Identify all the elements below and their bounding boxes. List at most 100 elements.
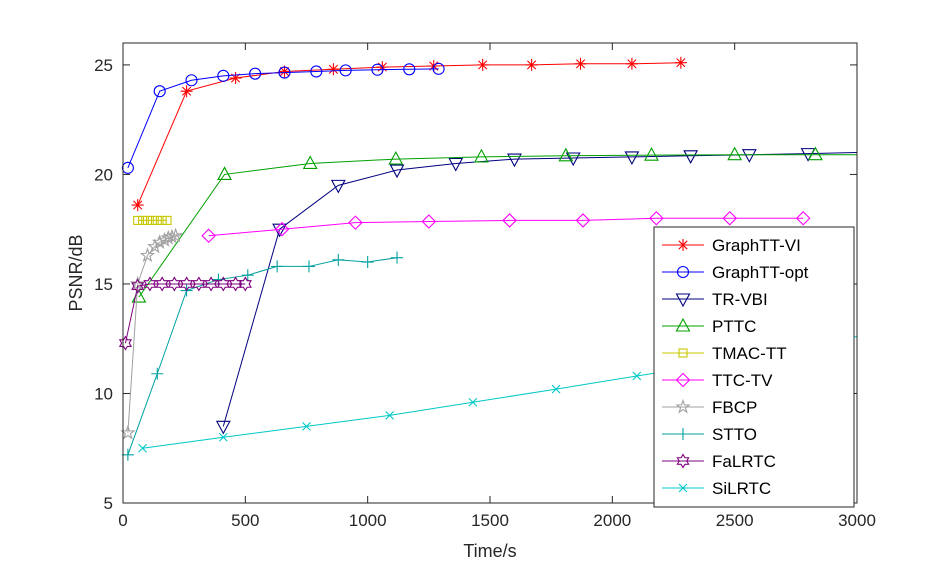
data-point-ttc-tv bbox=[502, 213, 517, 228]
data-point-pttc bbox=[644, 146, 659, 161]
data-point-tr-vbi bbox=[448, 157, 464, 172]
y-tick-label: 10 bbox=[94, 384, 113, 403]
series-fbcp bbox=[120, 227, 184, 440]
data-point-ttc-tv bbox=[274, 221, 290, 237]
legend-marker bbox=[677, 239, 689, 251]
data-point-ttc-tv bbox=[795, 210, 811, 226]
data-point-tr-vbi bbox=[389, 164, 405, 179]
data-point-falrtc bbox=[118, 335, 133, 351]
data-point-graphtt-vi bbox=[327, 63, 340, 76]
data-point-falrtc bbox=[143, 276, 157, 292]
legend-label: FBCP bbox=[712, 398, 757, 417]
data-point-graphtt-opt bbox=[339, 64, 352, 77]
data-point-pttc bbox=[727, 146, 743, 161]
data-point-falrtc bbox=[180, 276, 194, 292]
data-point-tr-vbi bbox=[683, 150, 699, 164]
legend-marker bbox=[677, 428, 689, 440]
data-point-ttc-tv bbox=[421, 214, 437, 229]
legend-entry-graphtt-vi: GraphTT-VI bbox=[662, 236, 801, 255]
data-point-tr-vbi bbox=[624, 151, 640, 166]
data-point-silrtc bbox=[138, 443, 147, 453]
data-point-silrtc bbox=[551, 384, 561, 394]
data-point-ttc-tv bbox=[649, 210, 664, 226]
data-point-stto bbox=[332, 253, 345, 266]
data-point-graphtt-vi bbox=[131, 199, 144, 212]
data-point-falrtc bbox=[204, 276, 218, 292]
data-point-pttc bbox=[302, 155, 318, 170]
x-tick-label: 2000 bbox=[593, 511, 631, 530]
series-line-fbcp bbox=[127, 235, 176, 433]
data-point-graphtt-vi bbox=[180, 85, 193, 98]
data-point-graphtt-vi bbox=[625, 57, 638, 70]
series-line-ttc-tv bbox=[208, 217, 804, 237]
data-point-graphtt-opt bbox=[217, 69, 230, 82]
data-point-pttc bbox=[558, 147, 574, 162]
data-point-graphtt-vi bbox=[574, 57, 587, 70]
legend-marker bbox=[678, 483, 688, 493]
legend-marker bbox=[676, 453, 690, 469]
data-point-tr-vbi bbox=[507, 153, 522, 168]
legend-label: FaLRTC bbox=[712, 452, 776, 471]
data-point-graphtt-opt bbox=[185, 74, 198, 87]
legend-label: TTC-TV bbox=[712, 371, 773, 390]
data-point-silrtc bbox=[385, 410, 395, 420]
data-point-silrtc bbox=[632, 371, 642, 381]
legend-entry-ttc-tv: TTC-TV bbox=[662, 371, 773, 390]
x-tick-label: 2500 bbox=[716, 511, 754, 530]
data-point-silrtc bbox=[218, 432, 228, 442]
legend-label: TR-VBI bbox=[712, 290, 768, 309]
legend-entry-pttc: PTTC bbox=[662, 317, 756, 336]
data-point-fbcp bbox=[167, 227, 184, 243]
data-point-stto bbox=[302, 260, 315, 273]
data-point-ttc-tv bbox=[575, 213, 591, 228]
series-stto bbox=[121, 251, 404, 461]
x-tick-label: 0 bbox=[118, 511, 127, 530]
data-point-graphtt-vi bbox=[674, 56, 687, 69]
data-point-fbcp bbox=[151, 234, 168, 249]
data-point-graphtt-opt bbox=[310, 65, 323, 78]
data-point-silrtc bbox=[302, 421, 311, 431]
data-point-tmac-tt bbox=[138, 215, 148, 225]
data-point-pttc bbox=[388, 150, 404, 165]
legend-entry-graphtt-opt: GraphTT-opt bbox=[662, 263, 809, 282]
legend: GraphTT-VI GraphTT-opt TR-VBI PTTC TMAC-TT TT… bbox=[653, 226, 855, 508]
data-point-falrtc bbox=[192, 276, 206, 292]
data-point-graphtt-vi bbox=[278, 65, 291, 78]
legend-marker bbox=[678, 348, 688, 358]
data-point-silrtc bbox=[468, 397, 478, 407]
data-point-falrtc bbox=[155, 276, 169, 292]
data-point-stto bbox=[151, 367, 164, 380]
data-point-graphtt-vi bbox=[525, 58, 538, 71]
data-point-graphtt-vi bbox=[229, 72, 242, 85]
data-point-pttc bbox=[807, 146, 823, 161]
data-point-pttc bbox=[217, 166, 232, 180]
data-point-falrtc bbox=[238, 276, 252, 292]
data-point-falrtc bbox=[131, 278, 145, 294]
data-point-ttc-tv bbox=[348, 215, 363, 230]
data-point-graphtt-vi bbox=[476, 58, 489, 71]
legend-entry-silrtc: SiLRTC bbox=[662, 479, 771, 498]
x-tick-label: 1000 bbox=[349, 511, 387, 530]
legend-entry-tmac-tt: TMAC-TT bbox=[662, 344, 787, 363]
legend-entry-tr-vbi: TR-VBI bbox=[662, 290, 768, 309]
data-point-fbcp bbox=[139, 247, 156, 263]
data-point-tmac-tt bbox=[162, 215, 172, 225]
series-ttc-tv bbox=[201, 210, 811, 244]
data-point-ttc-tv bbox=[201, 228, 216, 244]
data-point-graphtt-opt bbox=[403, 63, 416, 76]
data-point-tr-vbi bbox=[330, 179, 346, 194]
data-point-tmac-tt bbox=[142, 215, 153, 225]
data-point-tmac-tt bbox=[147, 215, 157, 225]
data-point-stto bbox=[121, 448, 134, 461]
series-tmac-tt bbox=[133, 215, 172, 225]
data-point-graphtt-opt bbox=[278, 66, 291, 79]
series-line-graphtt-opt bbox=[127, 68, 439, 169]
data-point-stto bbox=[391, 251, 404, 264]
series-line-pttc bbox=[138, 154, 857, 298]
y-axis-title: PSNR/dB bbox=[66, 234, 86, 311]
data-point-stto bbox=[271, 260, 284, 273]
data-point-tr-vbi bbox=[215, 420, 231, 435]
legend-label: TMAC-TT bbox=[712, 344, 787, 363]
legend-marker bbox=[676, 265, 690, 279]
